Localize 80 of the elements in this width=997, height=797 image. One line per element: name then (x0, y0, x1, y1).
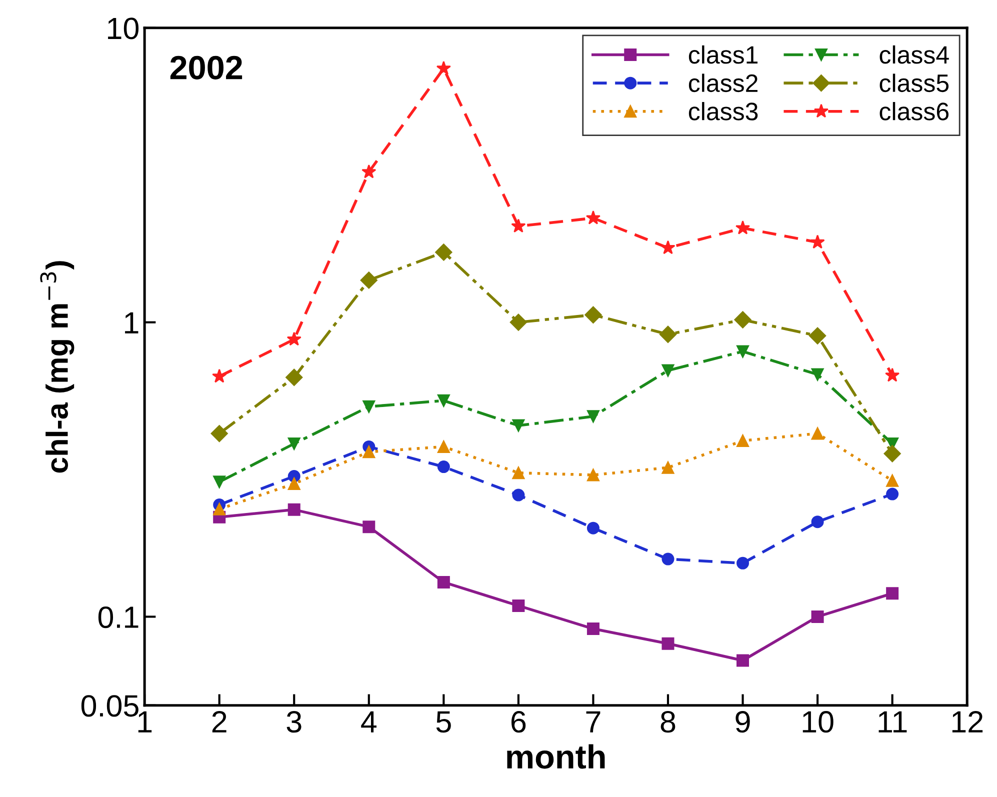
y-axis-title: chl-a (mg m$^{−3}$) (40, 261, 74, 473)
point (886, 474, 899, 487)
point (288, 503, 300, 516)
x-tick-label: 4 (361, 711, 376, 732)
point (586, 622, 600, 636)
point (362, 446, 376, 458)
point (512, 488, 525, 502)
point (659, 326, 677, 343)
x-tick-label: 6 (511, 711, 526, 733)
point (362, 520, 376, 534)
point (437, 460, 450, 474)
point (437, 394, 450, 407)
x-tick-label: 12 (952, 711, 983, 732)
point (736, 434, 750, 447)
point (436, 60, 451, 75)
x-tick-label: 10 (802, 711, 834, 733)
y-tick-label: 0.1 (98, 606, 138, 628)
point (437, 576, 450, 588)
point (886, 587, 899, 600)
text: 2002 (170, 56, 242, 80)
x-tick-label: 1 (138, 711, 152, 732)
y-tick-label: 1 (125, 312, 138, 334)
point (286, 332, 302, 346)
point (362, 164, 376, 178)
legend-label: class1 (688, 45, 758, 64)
x-tick-label: 5 (436, 711, 451, 733)
point (885, 368, 900, 382)
x-tick-label: 11 (878, 711, 907, 732)
point (811, 610, 824, 623)
point (884, 445, 901, 462)
point (811, 427, 824, 440)
point (586, 468, 600, 482)
point (660, 240, 676, 254)
y-tick-label: 10 (108, 18, 139, 40)
point (584, 306, 602, 324)
point (735, 220, 750, 234)
y-tick-label: 0.05 (81, 695, 138, 717)
point (736, 556, 750, 570)
point (213, 502, 226, 516)
point (511, 218, 526, 233)
point (662, 637, 674, 650)
point (734, 311, 752, 328)
point (586, 522, 600, 534)
point (286, 368, 303, 386)
point (736, 654, 750, 667)
legend-label: class3 (688, 102, 758, 120)
point (662, 461, 674, 474)
x-axis-title: month (507, 744, 605, 769)
point (213, 476, 226, 488)
point (811, 368, 824, 381)
point (288, 477, 300, 490)
legend-label: class4 (880, 45, 949, 64)
point (362, 400, 376, 413)
point (810, 234, 825, 249)
point (210, 424, 228, 442)
legend-label: class6 (880, 102, 948, 120)
point (512, 599, 525, 612)
x-tick-label: 8 (660, 711, 676, 733)
point (586, 210, 601, 224)
x-tick-label: 9 (736, 711, 750, 733)
point (288, 437, 300, 450)
legend-label: class2 (688, 74, 758, 92)
point (512, 419, 525, 432)
point (212, 368, 227, 383)
legend-label: class5 (880, 74, 949, 92)
point (662, 364, 674, 377)
point (736, 345, 750, 358)
point (811, 516, 824, 528)
x-tick-label: 7 (586, 711, 600, 732)
point (510, 314, 527, 331)
x-tick-label: 2 (212, 711, 226, 732)
point (586, 410, 600, 423)
point (662, 552, 674, 566)
point (360, 272, 378, 289)
x-tick-label: 3 (286, 711, 302, 733)
point (808, 327, 826, 344)
point (437, 440, 450, 453)
point (512, 466, 525, 480)
point (435, 244, 452, 261)
point (886, 488, 899, 500)
